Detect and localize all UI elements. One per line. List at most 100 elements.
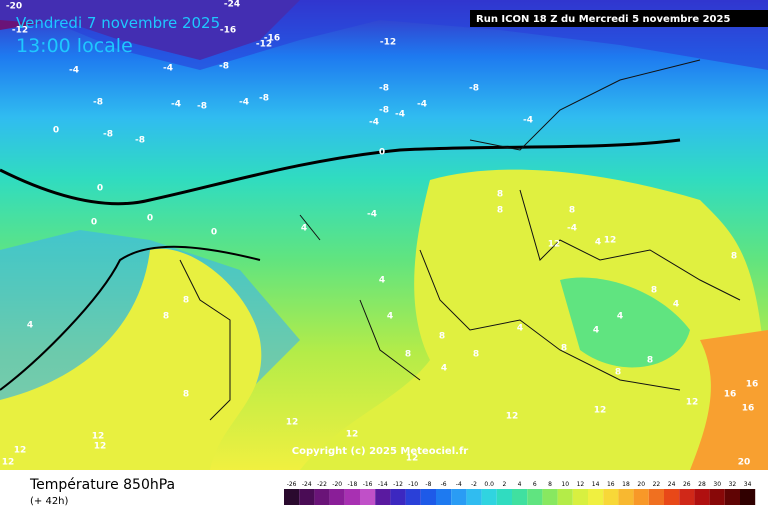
contour-label: 12 [14, 446, 27, 456]
colorbar-swatch [694, 489, 710, 505]
colorbar-label: -26 [287, 481, 297, 488]
contour-label: 4 [595, 238, 601, 248]
contour-label: 8 [615, 368, 621, 378]
contour-label: -20 [6, 2, 22, 12]
warm-area [0, 248, 262, 470]
colorbar-label: -24 [302, 481, 312, 488]
contour-label: 4 [673, 300, 679, 310]
contour-label: -8 [93, 98, 103, 108]
contour-label: 16 [724, 390, 737, 400]
contour-label: 4 [379, 276, 385, 286]
contour-label: -4 [395, 110, 405, 120]
contour-label: 12 [548, 240, 561, 250]
contour-label: -4 [369, 118, 379, 128]
warm-area [300, 169, 768, 470]
contour-label: 8 [183, 390, 189, 400]
colorbar-label: -2 [471, 481, 477, 488]
colorbar-label: -20 [332, 481, 342, 488]
contour-label: -24 [224, 0, 240, 10]
colorbar-swatch [329, 489, 345, 505]
contour-label: 0 [91, 218, 97, 228]
contour-label: -8 [259, 94, 269, 104]
colorbar-label: 0.0 [484, 481, 494, 488]
warm-area [690, 330, 768, 470]
contour-label: 12 [406, 454, 419, 464]
coastline [179, 59, 741, 421]
contour-label: -8 [219, 62, 229, 72]
contour-label: -12 [256, 40, 272, 50]
contour-label: 8 [473, 350, 479, 360]
colorbar-label: -4 [456, 481, 462, 488]
colorbar-swatch [405, 489, 421, 505]
contour-label: 4 [517, 324, 523, 334]
contour-label: 8 [569, 206, 575, 216]
colorbar-swatch [527, 489, 543, 505]
colorbar-swatch [557, 489, 573, 505]
contour-label: 8 [497, 206, 503, 216]
contour-label: 0 [53, 126, 59, 136]
cool-area [560, 277, 690, 368]
colorbar-label: 12 [577, 481, 585, 488]
contour-label: 12 [686, 398, 699, 408]
colorbar-swatch [451, 489, 467, 505]
colorbar-label: 8 [548, 481, 552, 488]
colorbar-swatch [420, 489, 436, 505]
contour-label: -4 [367, 210, 377, 220]
zero-isotherm [0, 138, 681, 206]
colorbar-label: 34 [744, 481, 752, 488]
colorbar-label: 16 [607, 481, 615, 488]
colorbar-swatch [588, 489, 604, 505]
contour-label: 8 [561, 344, 567, 354]
colorbar-swatch [572, 489, 588, 505]
colorbar-label: 20 [637, 481, 645, 488]
colorbar-swatch [512, 489, 528, 505]
colorbar-swatch [648, 489, 664, 505]
colorbar-label: -16 [363, 481, 373, 488]
run-label: Run ICON 18 Z du Mercredi 5 novembre 202… [476, 14, 730, 25]
colorbar-swatch [481, 489, 497, 505]
time-label: 13:00 locale [16, 35, 133, 57]
contour-label: 16 [746, 380, 759, 390]
contour-label: -8 [135, 136, 145, 146]
contour-label: -16 [220, 26, 236, 36]
copyright: Copyright (c) 2025 Meteociel.fr [292, 446, 469, 457]
contour-label: 8 [163, 312, 169, 322]
colorbar-label: 18 [622, 481, 630, 488]
contour-label: -4 [567, 224, 577, 234]
contour-label: 12 [2, 458, 15, 468]
contour-label: -8 [379, 106, 389, 116]
contour-label: 0 [147, 214, 153, 224]
colorbar-label: 24 [668, 481, 676, 488]
colorbar-label: -22 [317, 481, 327, 488]
colorbar-swatch [679, 489, 695, 505]
contour-label: 4 [27, 321, 33, 331]
colorbar-label: -8 [425, 481, 431, 488]
contour-label: -16 [264, 34, 280, 44]
colorbar-swatch [360, 489, 376, 505]
colorbar-label: 22 [653, 481, 661, 488]
colorbar-label: 2 [502, 481, 506, 488]
colorbar-label: -10 [408, 481, 418, 488]
colorbar-label: -6 [441, 481, 447, 488]
colorbar-swatch [436, 489, 452, 505]
contour-label: 8 [183, 296, 189, 306]
colorbar-swatch [466, 489, 482, 505]
isotherm [0, 245, 261, 391]
contour-label: -12 [12, 26, 28, 36]
colorbar-label: 6 [533, 481, 537, 488]
contour-label: -8 [103, 130, 113, 140]
contour-label: 12 [286, 418, 299, 428]
contour-label: -8 [197, 102, 207, 112]
contour-label: 20 [738, 458, 751, 468]
contour-label: -8 [379, 84, 389, 94]
contour-label: -4 [239, 98, 249, 108]
colorbar-swatch [709, 489, 725, 505]
colorbar-label: 28 [698, 481, 706, 488]
contour-label: 12 [346, 430, 359, 440]
contour-label: 8 [647, 356, 653, 366]
contour-label: -12 [380, 38, 396, 48]
contour-label: 12 [92, 432, 105, 442]
contour-label: 8 [731, 252, 737, 262]
colorbar-swatch [344, 489, 360, 505]
